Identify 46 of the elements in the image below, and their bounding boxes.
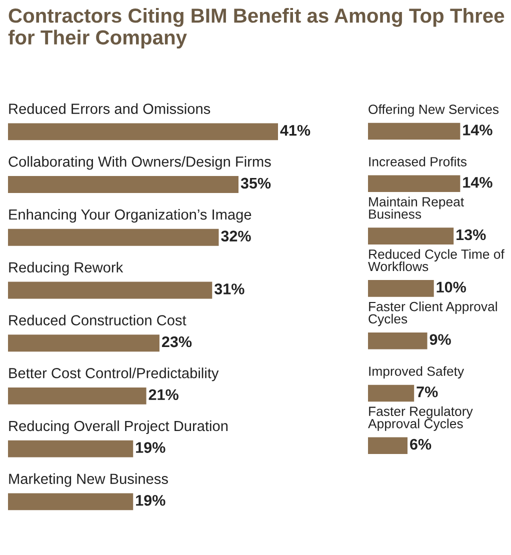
data-label: 6% [410, 438, 432, 450]
bar [8, 282, 212, 299]
data-label: 7% [416, 386, 438, 398]
bar [8, 123, 278, 140]
y-tick-label: Reduced Errors and Omissions [9, 103, 210, 114]
y-tick-label: Improved Safety [369, 366, 464, 379]
data-label: 9% [430, 334, 451, 345]
y-tick-label: Maintain Repeat Business [369, 196, 464, 219]
y-tick-label: Collaborating With Owners/Design Firms [8, 156, 271, 170]
bar [8, 388, 146, 404]
data-label: 31% [214, 284, 244, 294]
bar [368, 175, 460, 192]
bar [8, 334, 160, 352]
y-tick-label: Increased Profits [369, 156, 467, 166]
data-label: 19% [136, 494, 166, 506]
bar [368, 437, 408, 454]
data-label: 41% [280, 124, 310, 136]
bar [368, 228, 454, 244]
chart-title: Contractors Citing BIM Benefit as Among Top Three for Their Company [8, 8, 504, 49]
data-label: 13% [456, 229, 486, 240]
data-label: 14% [463, 176, 492, 188]
y-tick-label: Marketing New Business [9, 473, 168, 487]
y-tick-label: Reducing Rework [9, 262, 124, 276]
bar [8, 440, 134, 458]
data-label: 32% [221, 230, 251, 242]
data-label: 14% [463, 124, 492, 136]
bar [368, 332, 428, 350]
bar [368, 122, 460, 140]
bar [8, 176, 238, 193]
y-tick-label: Offering New Services [368, 104, 499, 117]
data-label: 21% [148, 389, 178, 400]
y-tick-label: Better Cost Control/Predictability [9, 368, 219, 382]
y-tick-label: Faster Regulatory Approval Cycles [368, 406, 473, 431]
data-label: 19% [136, 442, 166, 453]
data-label: 23% [162, 336, 192, 348]
bar [368, 280, 434, 297]
y-tick-label: Reduced Construction Cost [9, 314, 186, 326]
y-tick-label: Reducing Overall Project Duration [9, 420, 228, 434]
bar [8, 228, 219, 246]
data-label: 35% [240, 178, 271, 189]
bar [368, 384, 414, 402]
bar [8, 493, 134, 510]
y-tick-label: Faster Client Approval Cycles [368, 302, 497, 326]
y-tick-label: Enhancing Your Organization’s Image [9, 208, 252, 223]
data-label: 10% [436, 282, 466, 293]
y-tick-label: Reduced Cycle Time of Workflows [368, 249, 504, 272]
